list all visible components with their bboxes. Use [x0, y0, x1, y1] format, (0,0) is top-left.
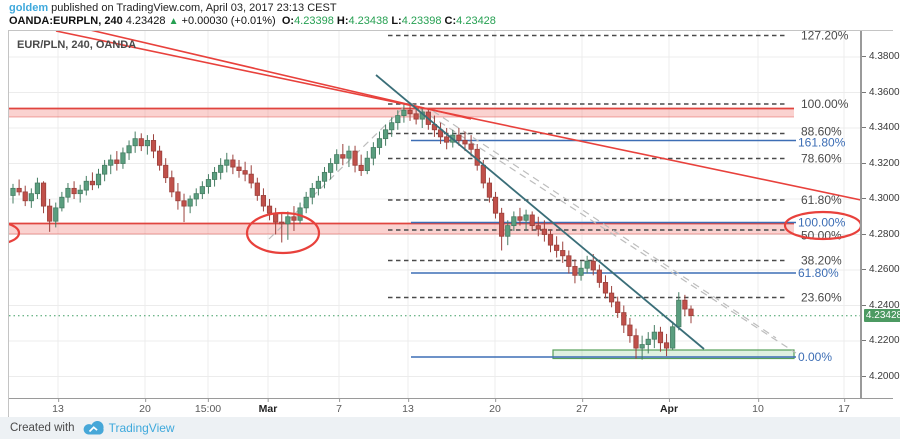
- symbol-name: OANDA:EURPLN, 240: [9, 15, 123, 27]
- price-tick-label: 4.26000: [862, 264, 900, 275]
- time-tick-label: 27: [576, 399, 588, 415]
- open-label: O:: [281, 15, 295, 27]
- price-tick-label: 4.22000: [862, 335, 900, 346]
- svg-text:23.60%: 23.60%: [801, 291, 842, 305]
- tradingview-cloud-icon: [83, 421, 104, 435]
- time-tick-label: 15:00: [194, 399, 222, 415]
- created-with-text: Created with: [10, 422, 75, 434]
- svg-text:50.00%: 50.00%: [801, 229, 842, 243]
- price-tick-label: 4.30000: [862, 193, 900, 204]
- svg-text:127.20%: 127.20%: [801, 31, 849, 43]
- author-link[interactable]: goldem: [9, 2, 49, 14]
- time-tick-label: Apr: [659, 399, 679, 415]
- price-tick-label: 4.36000: [862, 87, 900, 98]
- close-value: 4.23428: [456, 15, 496, 27]
- time-tick-label: Mar: [258, 399, 278, 415]
- up-triangle-icon: ▲: [168, 16, 179, 27]
- symbol-bar: OANDA:EURPLN, 240 4.23428 ▲ +0.00030 (+0…: [9, 15, 496, 27]
- svg-text:100.00%: 100.00%: [801, 97, 849, 111]
- symbol-change: +0.00030 (+0.01%): [178, 15, 282, 27]
- symbol-price: 4.23428: [122, 15, 169, 27]
- close-label: C:: [444, 15, 457, 27]
- time-axis[interactable]: 13 20 15:00 Mar 7 13 20 27 Apr 10 17: [9, 398, 893, 417]
- chart-plot-area[interactable]: 127.20% 100.00% 88.60% 78.60% 61.80% 50.00% 38…: [9, 31, 860, 398]
- time-tick-label: 20: [489, 399, 501, 415]
- svg-text:161.80%: 161.80%: [798, 136, 846, 150]
- time-tick-label: 20: [139, 399, 151, 415]
- svg-text:100.00%: 100.00%: [798, 216, 846, 230]
- low-value: 4.23398: [401, 15, 442, 27]
- high-value: 4.23438: [348, 15, 389, 27]
- tradingview-brand-link[interactable]: TradingView: [108, 421, 175, 435]
- low-label: L:: [391, 15, 402, 27]
- price-tick-label: 4.28000: [862, 229, 900, 240]
- price-tick-label: 4.24000: [862, 300, 900, 311]
- price-chart-svg[interactable]: 127.20% 100.00% 88.60% 78.60% 61.80% 50.00% 38…: [9, 31, 860, 398]
- open-value: 4.23398: [294, 15, 334, 27]
- price-axis[interactable]: 4.38000 4.36000 4.34000 4.32000 4.30000 4.280…: [860, 31, 900, 398]
- high-label: H:: [336, 15, 349, 27]
- svg-text:78.60%: 78.60%: [801, 152, 842, 166]
- time-tick-label: 7: [336, 399, 342, 415]
- price-tick-label: 4.38000: [862, 51, 900, 62]
- time-tick-label: 13: [52, 399, 64, 415]
- time-tick-label: 17: [838, 399, 850, 415]
- svg-text:38.20%: 38.20%: [801, 254, 842, 268]
- svg-text:61.80%: 61.80%: [798, 266, 839, 280]
- chart-widget: 127.20% 100.00% 88.60% 78.60% 61.80% 50.00% 38…: [8, 30, 900, 417]
- time-tick-label: 13: [402, 399, 414, 415]
- svg-text:61.80%: 61.80%: [801, 193, 842, 207]
- chart-legend: EUR/PLN, 240, OANDA: [17, 39, 137, 51]
- published-text: published on TradingView.com, April 03, …: [48, 2, 337, 14]
- footer-bar: Created with TradingView: [0, 417, 900, 439]
- price-tick-label: 4.32000: [862, 158, 900, 169]
- svg-text:88.60%: 88.60%: [801, 125, 842, 139]
- last-price-badge: 4.23428: [864, 309, 900, 323]
- svg-text:0.00%: 0.00%: [798, 350, 832, 364]
- time-tick-label: 10: [752, 399, 764, 415]
- price-tick-label: 4.20000: [862, 371, 900, 382]
- published-line: goldem published on TradingView.com, Apr…: [9, 2, 337, 14]
- price-tick-label: 4.34000: [862, 122, 900, 133]
